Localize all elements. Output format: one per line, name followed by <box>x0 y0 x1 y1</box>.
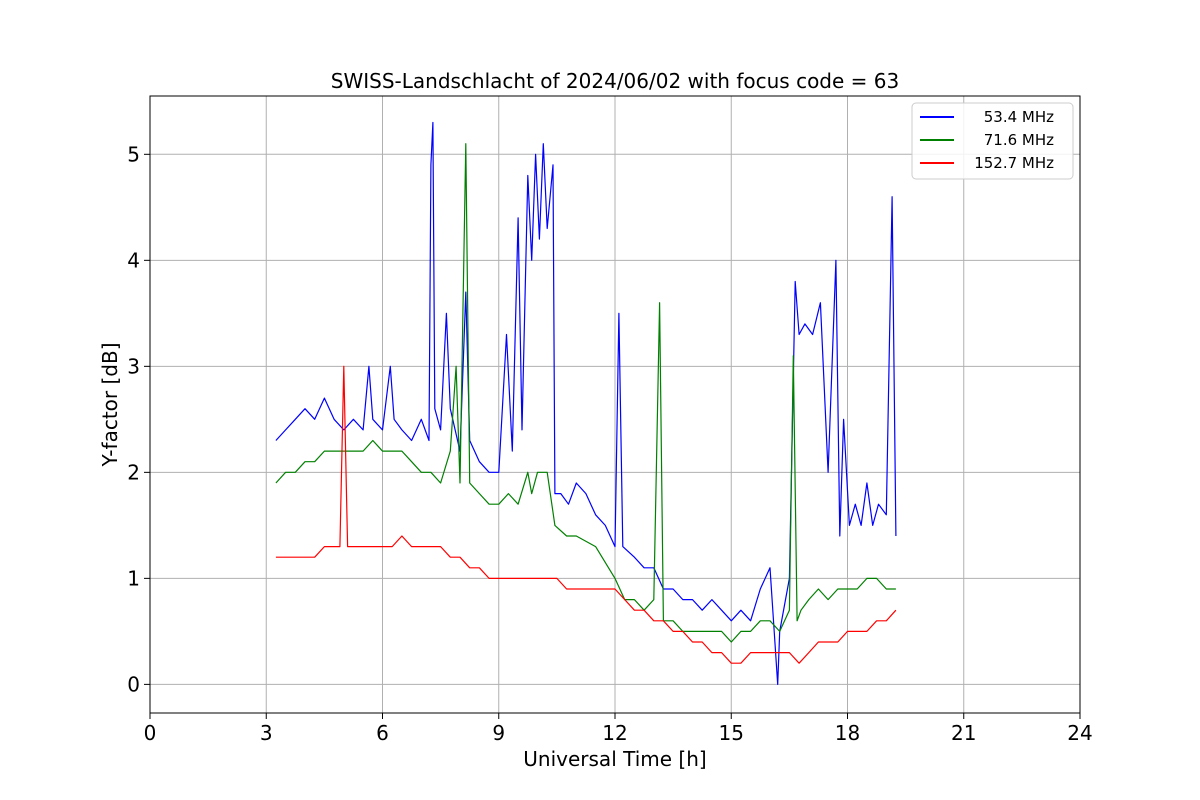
legend-label-2: 71.6 MHz <box>984 131 1054 149</box>
x-tick-label: 12 <box>602 721 627 745</box>
x-tick-label: 18 <box>835 721 860 745</box>
x-tick-label: 3 <box>260 721 273 745</box>
x-tick-label: 9 <box>492 721 505 745</box>
chart-title: SWISS-Landschlacht of 2024/06/02 with fo… <box>331 69 899 93</box>
series-line-3 <box>275 365 897 664</box>
y-tick-label: 3 <box>127 354 140 378</box>
x-tick-label: 21 <box>951 721 976 745</box>
y-tick-label: 4 <box>127 248 140 272</box>
x-tick-label: 24 <box>1067 721 1092 745</box>
x-tick-label: 6 <box>376 721 389 745</box>
y-axis-label: Y-factor [dB] <box>98 342 122 467</box>
series-line-2 <box>275 143 896 643</box>
legend-label-1: 53.4 MHz <box>984 108 1054 126</box>
series-group <box>275 121 897 686</box>
y-tick-label: 1 <box>127 566 140 590</box>
legend-label-3: 152.7 MHz <box>974 154 1054 172</box>
legend-box <box>911 102 1074 180</box>
y-tick-label: 0 <box>127 672 140 696</box>
legend: 53.4 MHz 71.6 MHz 152.7 MHz <box>911 102 1074 180</box>
y-tick-label: 5 <box>127 142 140 166</box>
x-tick-label: 15 <box>719 721 744 745</box>
x-axis-label: Universal Time [h] <box>523 747 706 771</box>
y-tick-label: 2 <box>127 460 140 484</box>
x-tick-label: 0 <box>144 721 157 745</box>
series-line-1 <box>275 121 897 686</box>
